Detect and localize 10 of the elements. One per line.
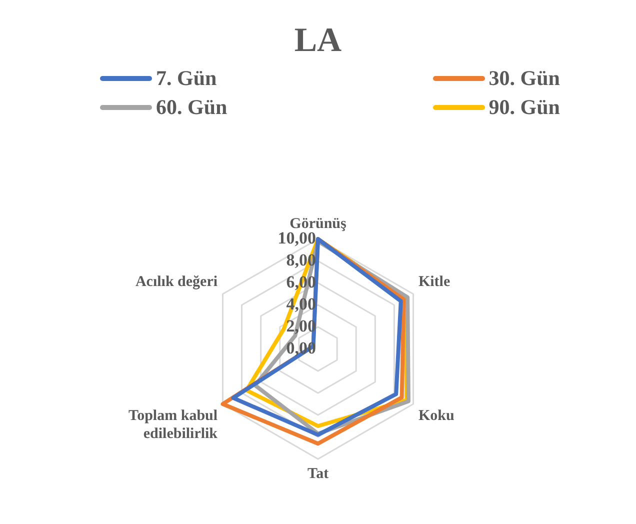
legend-label: 90. Gün: [488, 95, 560, 120]
spoke-label: Kitle: [418, 274, 450, 290]
chart-title: LA: [293, 22, 343, 60]
legend-label: 30. Gün: [488, 66, 560, 91]
spoke-label: Toplam kabul edilebilirlik: [128, 408, 218, 442]
legend-label: 7. Gün: [156, 66, 217, 91]
spoke-label: Tat: [307, 466, 329, 482]
spoke-label: Acılık değeri: [135, 274, 218, 290]
legend-label: 60. Gün: [156, 95, 228, 120]
spoke-label: Koku: [418, 408, 454, 424]
